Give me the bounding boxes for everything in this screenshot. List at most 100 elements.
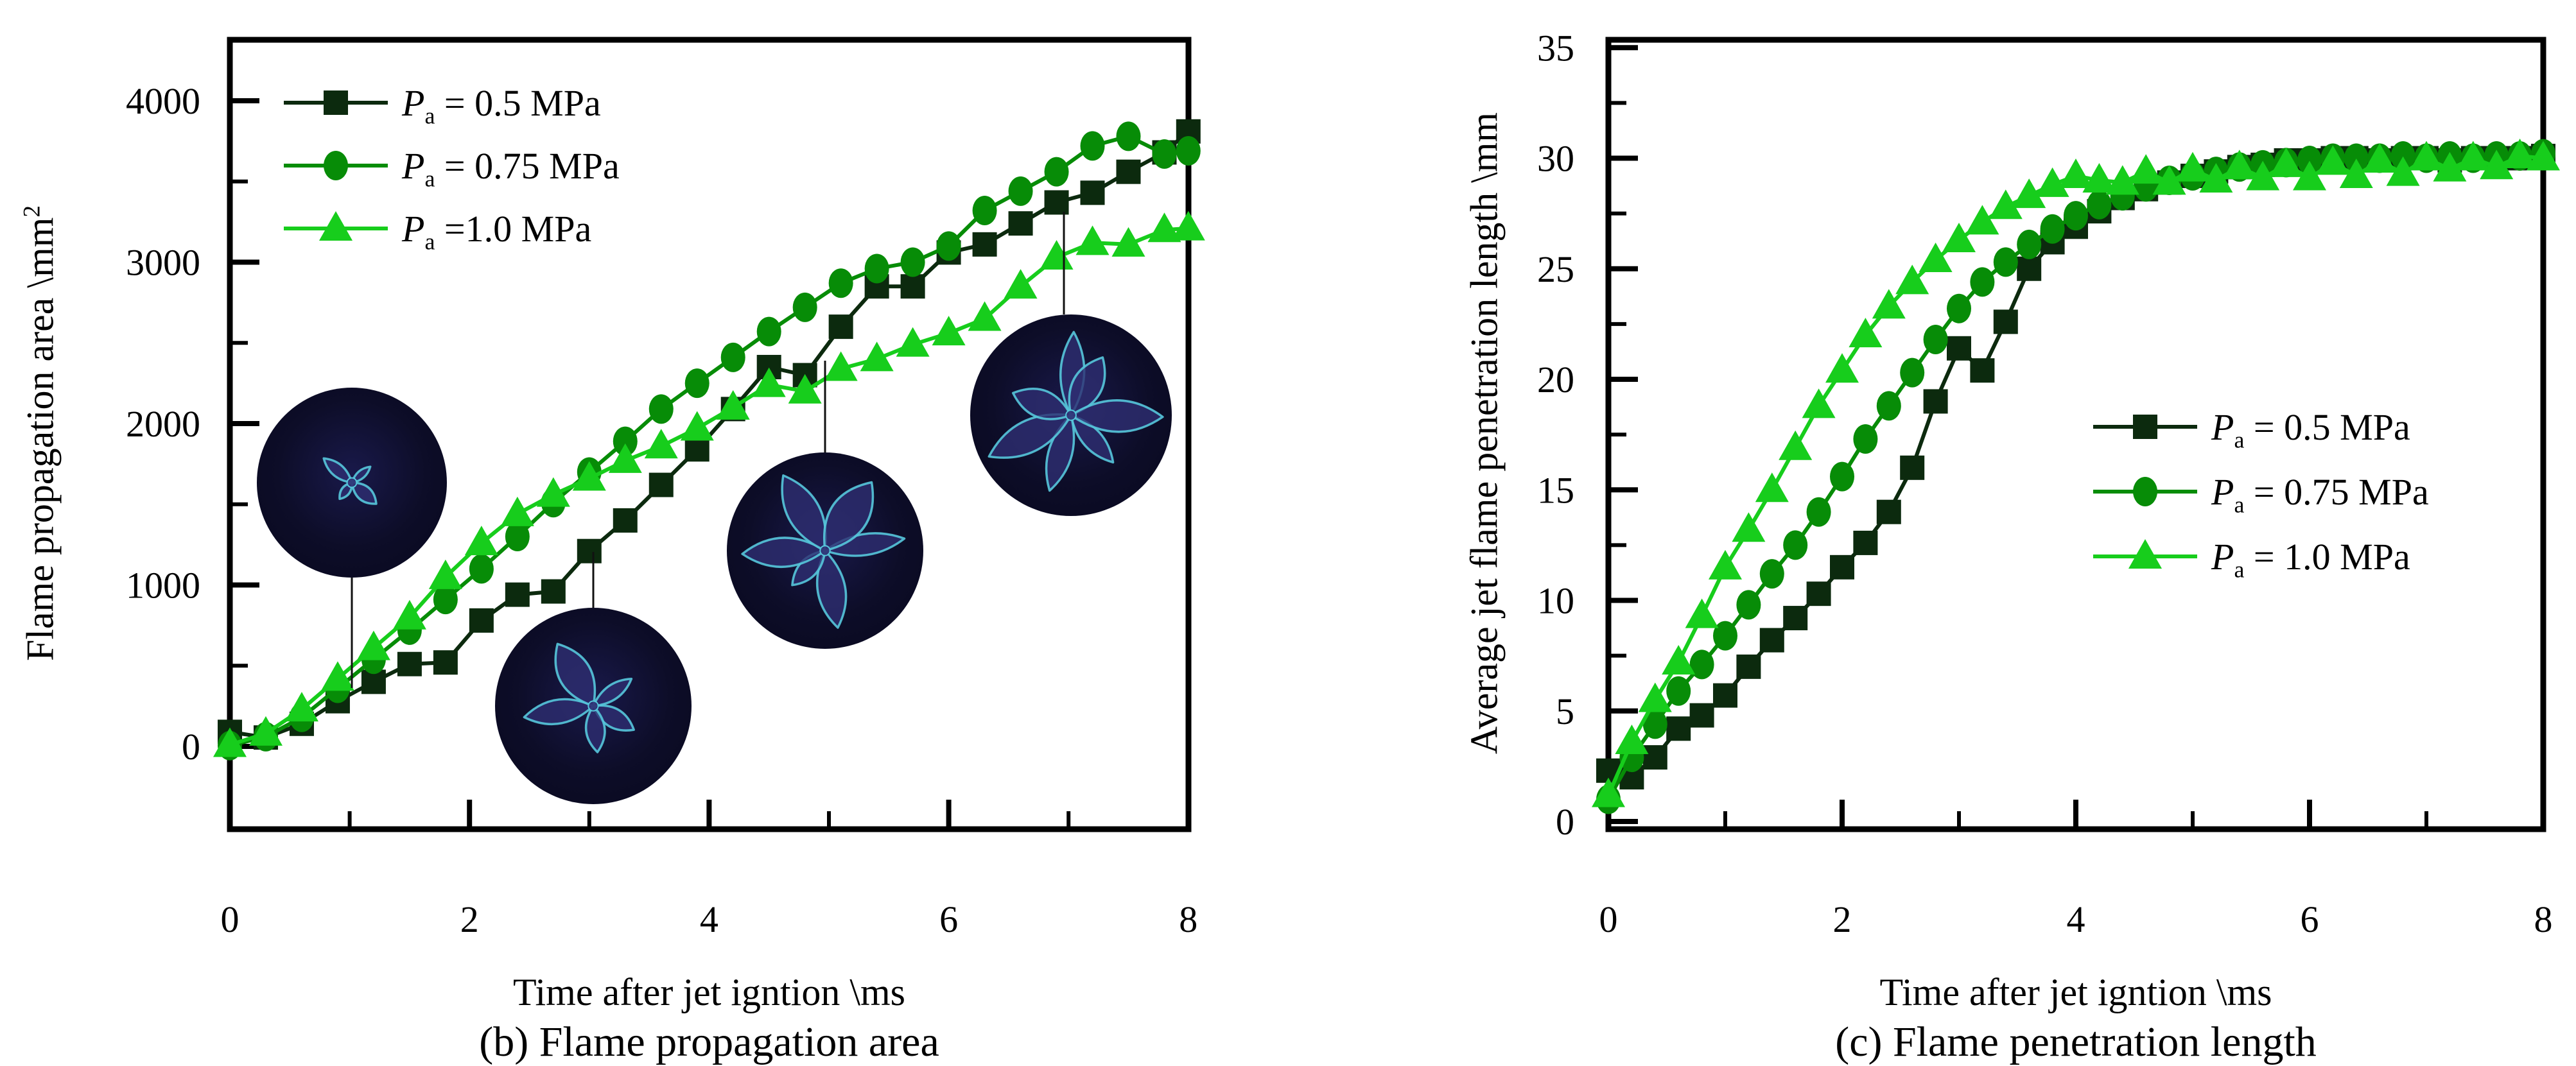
marker-triangle: [1895, 264, 1929, 295]
marker-triangle: [2152, 165, 2186, 195]
x-axis-title: Time after jet igntion \ms: [1879, 971, 2272, 1013]
marker-circle: [1642, 709, 1667, 739]
marker-square: [1876, 499, 1901, 524]
marker-circle: [469, 554, 494, 584]
x-tick-label: 6: [939, 898, 958, 940]
marker-triangle: [752, 367, 786, 397]
legend-key: [284, 211, 388, 241]
marker-circle: [648, 394, 674, 424]
marker-circle: [2064, 201, 2088, 231]
marker-square: [1993, 309, 2018, 334]
flame-petal: [351, 465, 372, 484]
flame-petal: [523, 698, 595, 726]
marker-triangle: [1075, 225, 1110, 255]
legend-label: Pa =1.0 MPa: [402, 207, 592, 255]
marker-circle: [1736, 590, 1761, 620]
marker-circle: [1759, 559, 1784, 589]
legend-marker-square: [324, 90, 348, 115]
marker-square: [828, 314, 853, 340]
marker-triangle: [536, 477, 570, 507]
marker-circle: [1080, 131, 1105, 161]
marker-triangle: [1942, 222, 1976, 252]
marker-triangle: [2246, 160, 2280, 191]
marker-triangle: [2433, 151, 2467, 182]
marker-triangle: [392, 599, 426, 630]
marker-triangle: [644, 429, 678, 459]
legend-marker-circle: [324, 151, 348, 180]
legend-key: [2093, 477, 2197, 506]
marker-circle: [1008, 176, 1033, 206]
legend-key: [2093, 539, 2197, 569]
marker-circle: [1876, 391, 1901, 421]
marker-triangle: [1685, 598, 1719, 628]
marker-triangle: [1755, 472, 1789, 503]
marker-circle: [1116, 121, 1141, 151]
y-tick-label: 25: [1537, 248, 1574, 290]
marker-triangle: [464, 526, 498, 556]
marker-square: [541, 579, 566, 604]
marker-triangle: [2456, 141, 2490, 171]
y-tick-label: 0: [182, 726, 200, 768]
marker-square: [505, 582, 530, 607]
marker-circle: [936, 231, 961, 261]
marker-triangle: [1147, 212, 1181, 243]
marker-triangle: [1004, 269, 1038, 299]
marker-triangle: [608, 443, 642, 473]
marker-triangle: [680, 411, 714, 441]
flame-core: [1065, 409, 1077, 421]
y-tick-label: 20: [1537, 359, 1574, 400]
flame-photo-inset: [727, 452, 923, 649]
marker-square: [577, 538, 602, 563]
marker-triangle: [2199, 162, 2233, 193]
marker-square: [613, 508, 638, 533]
marker-triangle: [2293, 160, 2326, 191]
marker-square: [1642, 745, 1667, 770]
legend-key: [284, 90, 388, 115]
legend-label: Pa = 0.5 MPa: [2211, 406, 2410, 453]
x-tick-label: 0: [1599, 898, 1618, 940]
marker-triangle: [1592, 777, 1625, 807]
legend-item-p05: Pa = 0.5 MPa: [283, 72, 601, 133]
marker-triangle: [788, 374, 822, 404]
series-line-p075: [228, 134, 1190, 748]
marker-square: [1713, 683, 1737, 708]
flame-core: [819, 545, 831, 556]
marker-square: [1900, 455, 1925, 480]
y-tick-label: 35: [1537, 27, 1574, 69]
marker-square: [1759, 628, 1784, 653]
flame-photo-inset: [970, 314, 1172, 516]
marker-circle: [720, 342, 745, 372]
legend-label: Pa = 0.75 MPa: [402, 144, 620, 192]
flame-petal: [781, 474, 827, 552]
marker-triangle: [1732, 512, 1766, 542]
x-tick-label: 2: [460, 898, 479, 940]
marker-triangle: [500, 496, 534, 526]
legend-area: Pa = 0.5 MPa Pa = 0.75 MPa Pa =1.0 MPa: [283, 72, 620, 255]
marker-circle: [900, 247, 925, 277]
marker-square: [1923, 389, 1948, 414]
marker-circle: [2297, 145, 2322, 175]
y-tick-label: 15: [1537, 469, 1574, 511]
marker-circle: [864, 254, 889, 284]
marker-triangle: [2339, 159, 2373, 189]
flame-petal: [584, 705, 606, 753]
marker-triangle: [1802, 388, 1836, 418]
marker-triangle: [2129, 154, 2163, 184]
y-tick-label: 0: [1556, 801, 1574, 843]
marker-square: [900, 274, 925, 299]
marker-square: [1689, 703, 1714, 728]
marker-triangle: [1825, 353, 1859, 383]
flame-petal: [1011, 388, 1072, 420]
marker-circle: [1044, 157, 1069, 187]
x-tick-label: 0: [221, 898, 239, 940]
flame-petal: [322, 457, 353, 484]
flame-photo-inset: [257, 388, 447, 578]
legend-marker-square: [2133, 415, 2157, 439]
marker-circle: [1783, 530, 1808, 560]
flame-petal: [816, 549, 848, 629]
legend-key: [284, 151, 388, 180]
marker-triangle: [1989, 189, 2023, 219]
marker-triangle: [2480, 150, 2514, 180]
marker-circle: [1853, 424, 1878, 454]
marker-triangle: [2269, 147, 2303, 177]
